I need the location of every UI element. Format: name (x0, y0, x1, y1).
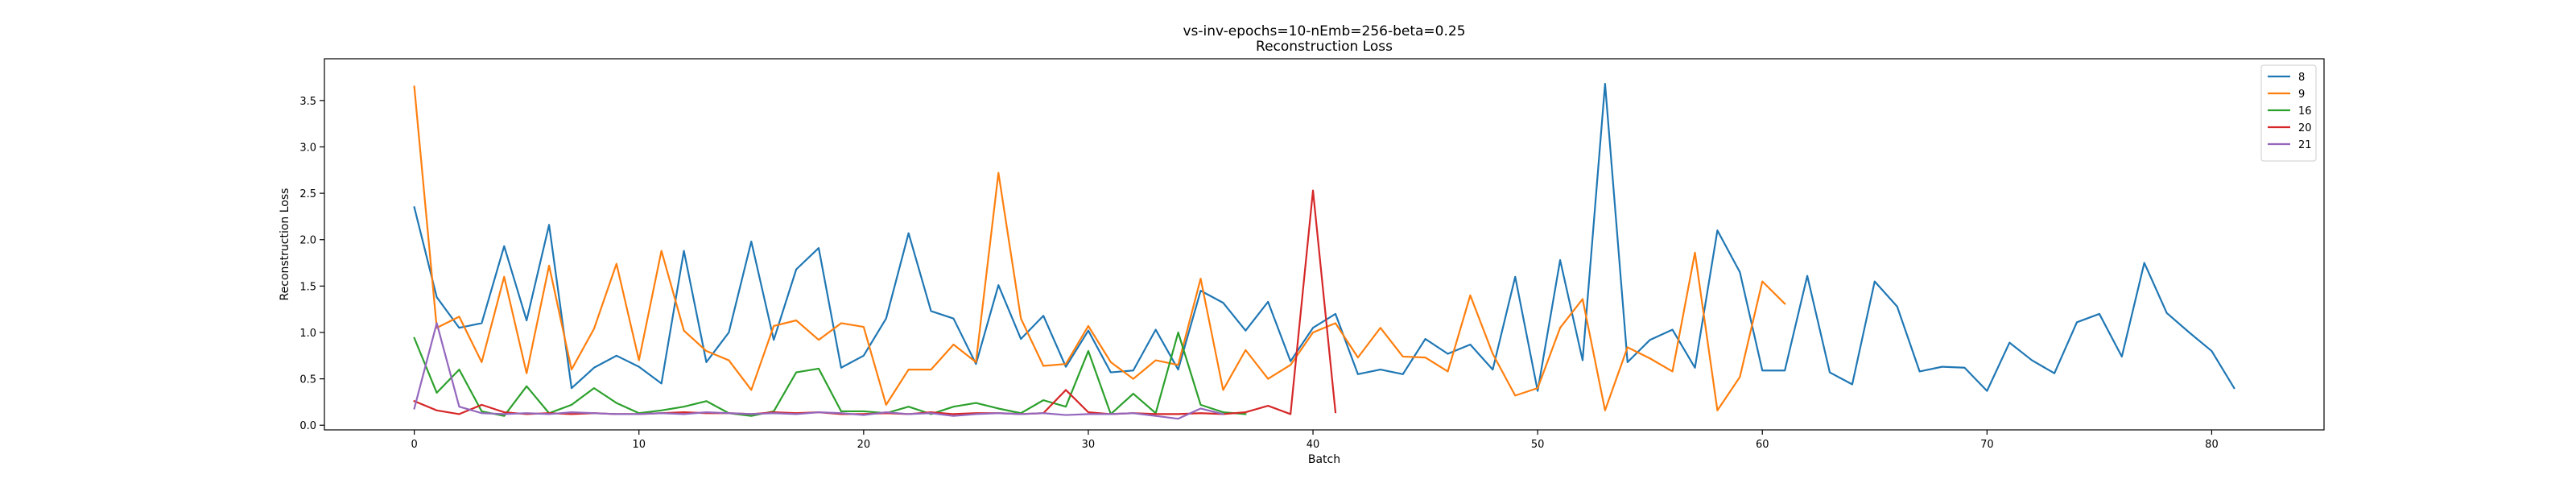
y-tick-label: 3.5 (299, 96, 316, 108)
x-tick-label: 30 (1082, 439, 1096, 451)
legend-box (2260, 64, 2317, 162)
y-tick-label: 3.0 (299, 142, 316, 154)
y-tick-label: 2.0 (299, 235, 316, 247)
legend: 8 9 16 20 21 (2260, 64, 2317, 162)
legend-label-8: 8 (2298, 72, 2305, 84)
chart-title: vs-inv-epochs=10-nEmb=256-beta=0.25 (1183, 23, 1465, 39)
legend-label-21: 21 (2298, 139, 2312, 151)
y-tick-label: 1.5 (299, 281, 316, 293)
x-tick-label: 70 (1980, 439, 1994, 451)
x-tick-label: 40 (1307, 439, 1320, 451)
plot-frame (324, 58, 2325, 431)
x-axis-label: Batch (1308, 453, 1340, 466)
y-tick-label: 1.0 (299, 328, 316, 340)
series-line-8 (413, 83, 2235, 392)
y-tick-label: 0.0 (299, 420, 316, 432)
series-line-16 (413, 331, 1247, 417)
legend-label-9: 9 (2298, 89, 2305, 101)
series-line-21 (413, 322, 1224, 420)
x-tick-label: 20 (857, 439, 871, 451)
y-tick-label: 0.5 (299, 374, 316, 386)
plot-area: 0 10 20 30 40 50 60 70 80 0.0 0.5 1.0 1.5 2.0 2.5 3.0 3.… (299, 58, 2325, 451)
x-tick-label: 80 (2205, 439, 2219, 451)
chart-subtitle: Reconstruction Loss (1256, 39, 1393, 55)
x-tick-label: 60 (1756, 439, 1769, 451)
legend-label-16: 16 (2298, 105, 2312, 118)
y-tick-label: 2.5 (299, 188, 316, 200)
x-tick-label: 10 (632, 439, 646, 451)
legend-label-20: 20 (2298, 122, 2312, 134)
series-line-9 (413, 85, 1786, 411)
y-axis-label: Reconstruction Loss (279, 188, 291, 301)
x-tick-label: 0 (411, 439, 417, 451)
x-tick-label: 50 (1531, 439, 1545, 451)
